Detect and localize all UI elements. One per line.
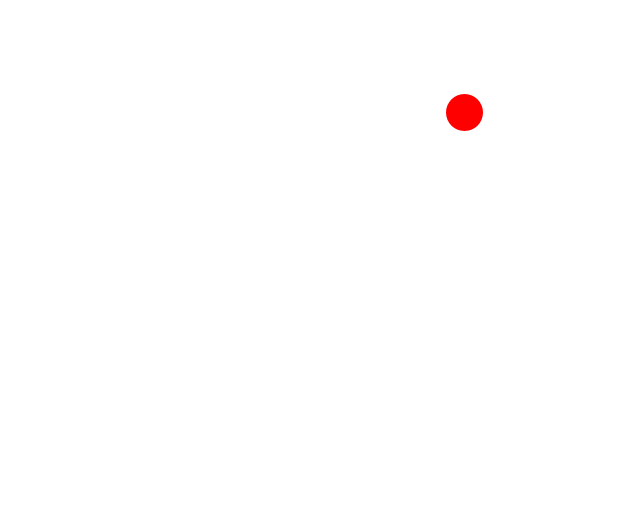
red-dot-target[interactable]: [446, 94, 483, 131]
